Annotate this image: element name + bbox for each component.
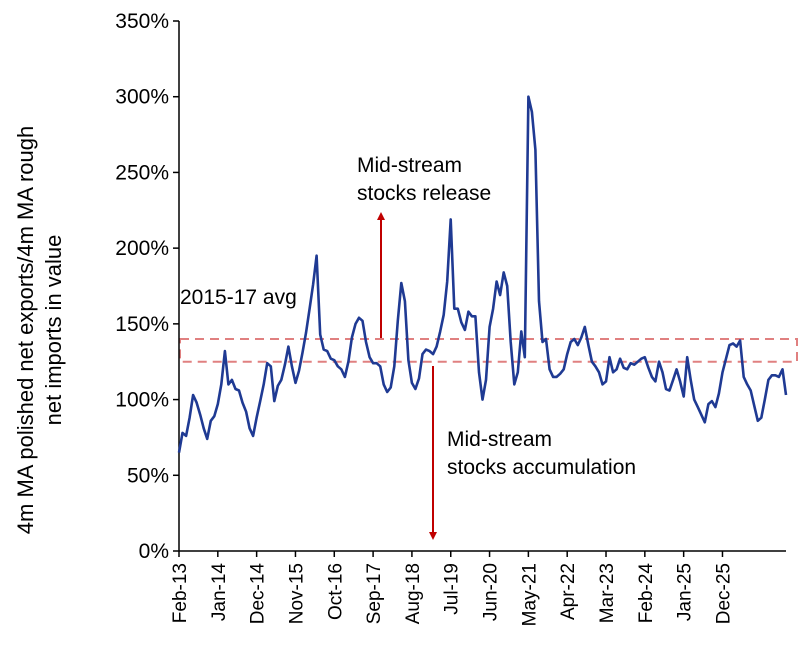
- y-axis-label-line2: net imports in value: [41, 235, 66, 426]
- y-tick-label: 100%: [115, 389, 169, 412]
- y-tick-label: 200%: [115, 237, 169, 260]
- y-tick-label: 350%: [115, 10, 169, 33]
- series-line: [177, 95, 788, 453]
- x-tick-label: Jan-14: [209, 563, 230, 622]
- x-tick-label: Jul-19: [442, 563, 463, 615]
- x-tick-label: Dec-25: [713, 563, 734, 624]
- x-tick-label: Sep-17: [364, 563, 385, 624]
- y-tick-label: 150%: [115, 313, 169, 336]
- y-tick-label: 0%: [139, 540, 169, 563]
- x-tick-label: Feb-13: [170, 563, 191, 623]
- x-tick-label: Jan-25: [675, 563, 696, 621]
- release-annotation-line2: stocks release: [357, 182, 491, 205]
- y-tick-label: 250%: [115, 161, 169, 184]
- y-axis-label: 4m MA polished net exports/4m MA rough: [13, 126, 38, 534]
- reference-band-label: 2015-17 avg: [180, 286, 297, 309]
- x-tick-label: May-21: [519, 563, 540, 626]
- x-tick-label: Dec-14: [248, 563, 269, 625]
- accumulation-annotation-line1: Mid-stream: [447, 428, 552, 451]
- y-tick-label: 300%: [115, 86, 169, 109]
- x-tick-label: Oct-16: [325, 563, 346, 620]
- x-tick-label: Apr-22: [558, 563, 579, 620]
- x-tick-label: Mar-23: [597, 563, 618, 623]
- release-annotation-line1: Mid-stream: [357, 154, 462, 177]
- accumulation-annotation-line2: stocks accumulation: [447, 456, 636, 479]
- x-tick-label: Aug-18: [403, 563, 424, 624]
- x-tick-label: Nov-15: [286, 563, 307, 624]
- y-tick-label: 50%: [127, 464, 169, 487]
- x-tick-label: Feb-24: [636, 563, 657, 624]
- x-tick-label: Jun-20: [481, 563, 502, 621]
